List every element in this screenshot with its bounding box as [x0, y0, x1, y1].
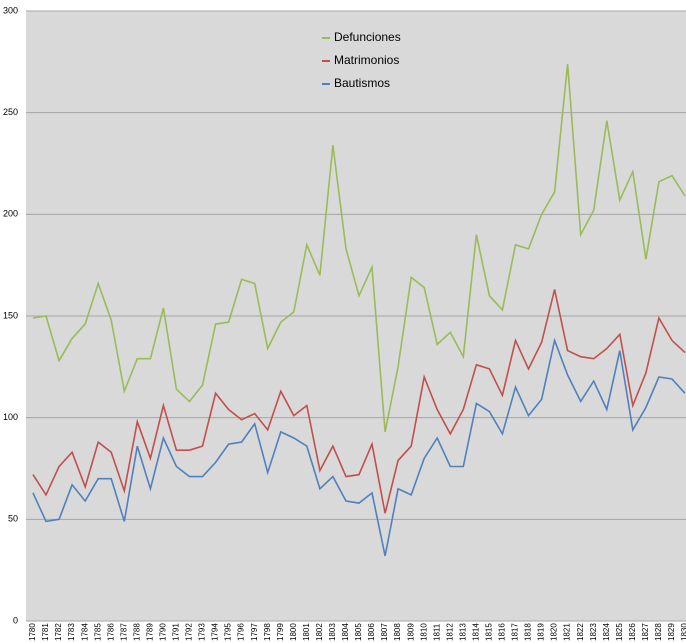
x-tick-label: 1818 [524, 623, 533, 641]
x-tick-label: 1821 [563, 623, 572, 641]
x-tick-label: 1802 [315, 623, 324, 641]
x-tick-label: 1819 [537, 623, 546, 641]
x-tick-label: 1787 [119, 623, 128, 641]
series-line [32, 289, 686, 514]
x-tick-label: 1801 [302, 623, 311, 641]
x-tick-label: 1795 [224, 623, 233, 641]
x-tick-label: 1789 [145, 623, 154, 641]
x-tick-label: 1799 [276, 623, 285, 641]
x-tick-label: 1810 [419, 623, 428, 641]
x-tick-label: 1782 [54, 623, 63, 641]
x-tick-label: 1817 [511, 623, 520, 641]
x-tick-label: 1796 [237, 623, 246, 641]
x-tick-label: 1780 [28, 623, 37, 641]
x-tick-label: 1807 [380, 623, 389, 641]
x-tick-label: 1826 [628, 623, 637, 641]
x-tick-label: 1783 [67, 623, 76, 641]
x-tick-label: 1804 [341, 623, 350, 641]
x-tick-label: 1815 [485, 623, 494, 641]
x-tick-label: 1824 [602, 623, 611, 641]
x-tick-label: 1791 [172, 623, 181, 641]
y-tick-label: 100 [3, 412, 18, 422]
x-tick-label: 1809 [406, 623, 415, 641]
x-tick-label: 1798 [263, 623, 272, 641]
legend-label: Defunciones [334, 30, 401, 44]
x-tick-label: 1805 [354, 623, 363, 641]
x-tick-label: 1828 [654, 623, 663, 641]
x-tick-label: 1794 [211, 623, 220, 641]
x-tick-label: 1800 [289, 623, 298, 641]
series-line [32, 63, 686, 433]
x-tick-label: 1781 [41, 623, 50, 641]
x-tick-label: 1786 [106, 623, 115, 641]
series-line [32, 337, 686, 557]
x-tick-label: 1797 [250, 623, 259, 641]
x-tick-label: 1785 [93, 623, 102, 641]
x-tick-label: 1790 [159, 623, 168, 641]
y-tick-label: 250 [3, 107, 18, 117]
y-tick-label: 200 [3, 209, 18, 219]
x-tick-label: 1792 [185, 623, 194, 641]
y-tick-label: 150 [3, 310, 18, 320]
x-tick-label: 1793 [198, 623, 207, 641]
x-tick-label: 1813 [458, 623, 467, 641]
legend-label: Bautismos [334, 76, 390, 90]
x-tick-label: 1822 [576, 623, 585, 641]
x-tick-label: 1816 [498, 623, 507, 641]
x-tick-label: 1820 [550, 623, 559, 641]
x-tick-label: 1808 [393, 623, 402, 641]
x-tick-label: 1788 [132, 623, 141, 641]
x-tick-label: 1829 [667, 623, 676, 641]
legend-label: Matrimonios [334, 53, 399, 67]
x-tick-label: 1803 [328, 623, 337, 641]
y-tick-label: 300 [3, 5, 18, 15]
x-tick-label: 1784 [80, 623, 89, 641]
x-tick-label: 1830 [680, 623, 686, 641]
x-tick-label: 1806 [367, 623, 376, 641]
x-tick-label: 1827 [641, 623, 650, 641]
x-tick-label: 1811 [432, 623, 441, 641]
x-tick-label: 1812 [445, 623, 454, 641]
x-tick-label: 1814 [471, 623, 480, 641]
x-tick-label: 1825 [615, 623, 624, 641]
x-tick-label: 1823 [589, 623, 598, 641]
y-tick-label: 0 [13, 615, 18, 625]
y-tick-label: 50 [8, 514, 18, 524]
